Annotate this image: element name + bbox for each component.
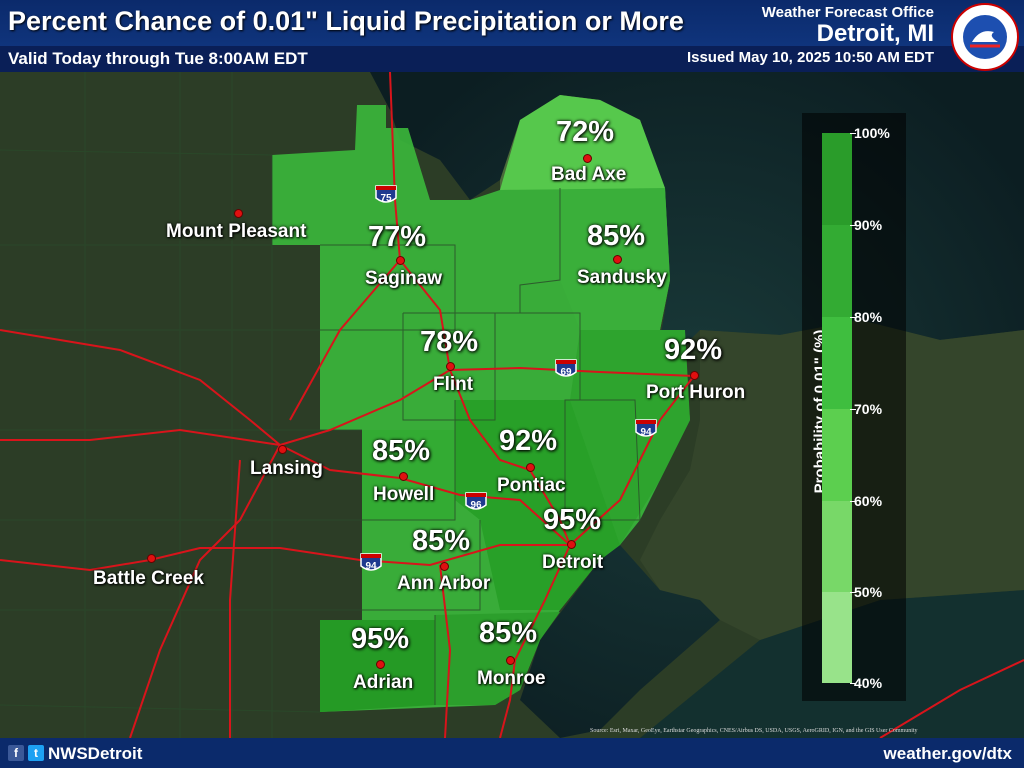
- pct-bad-axe: 72%: [556, 116, 615, 148]
- i96-label: 96: [470, 500, 482, 511]
- pct-flint: 78%: [420, 326, 479, 358]
- legend-tick-label: 70%: [854, 401, 883, 417]
- city-dot: [278, 445, 287, 454]
- city-dot: [506, 656, 515, 665]
- legend-band-50-60: [822, 501, 852, 592]
- legend-tick-mark: [850, 592, 856, 593]
- pct-sandusky: 85%: [587, 220, 646, 252]
- i94-east-label: 94: [640, 427, 652, 438]
- facebook-icon[interactable]: f: [8, 745, 24, 761]
- legend-band-80-90: [822, 225, 852, 317]
- city-ann-arbor: Ann Arbor: [397, 573, 491, 594]
- pct-adrian: 95%: [351, 623, 410, 655]
- twitter-icon[interactable]: t: [28, 745, 44, 761]
- footer-bar: f t NWSDetroit weather.gov/dtx: [0, 738, 1024, 768]
- pct-monroe: 85%: [479, 617, 538, 649]
- city-adrian: Adrian: [353, 672, 414, 693]
- pct-ann-arbor: 85%: [412, 525, 471, 557]
- city-dot: [690, 371, 699, 380]
- city-sandusky: Sandusky: [577, 267, 667, 288]
- legend-tick-mark: [850, 133, 856, 134]
- pct-saginaw: 77%: [368, 221, 427, 253]
- map-title: Percent Chance of 0.01" Liquid Precipita…: [8, 6, 684, 36]
- city-battle-creek: Battle Creek: [93, 568, 204, 589]
- city-dot: [147, 554, 156, 563]
- city-dot: [613, 255, 622, 264]
- subtitle-bar: Valid Today through Tue 8:00AM EDT Issue…: [0, 46, 1024, 72]
- legend-tick-label: 90%: [854, 217, 883, 233]
- city-pontiac: Pontiac: [497, 475, 566, 496]
- city-dot: [399, 472, 408, 481]
- basemap: 75 69 94 96 94: [0, 72, 1024, 738]
- legend-tick-label: 80%: [854, 309, 883, 325]
- city-dot: [234, 209, 243, 218]
- nws-logo-icon[interactable]: [950, 2, 1020, 72]
- pct-port-huron: 92%: [664, 334, 723, 366]
- interstate-shields: [360, 185, 657, 571]
- city-bad-axe: Bad Axe: [551, 164, 627, 185]
- city-dot: [583, 154, 592, 163]
- pct-howell: 85%: [372, 435, 431, 467]
- map-attribution: Source: Esri, Maxar, GeoEye, Earthstar G…: [590, 728, 918, 734]
- city-saginaw: Saginaw: [365, 268, 443, 289]
- legend-tick-mark: [850, 409, 856, 410]
- website-link[interactable]: weather.gov/dtx: [883, 744, 1012, 763]
- city-dot: [376, 660, 385, 669]
- legend-tick-label: 60%: [854, 493, 883, 509]
- city-lansing: Lansing: [250, 458, 323, 479]
- legend-tick-label: 100%: [854, 125, 890, 141]
- legend-band-60-70: [822, 409, 852, 501]
- legend-band-40-50: [822, 592, 852, 683]
- header-bar: Percent Chance of 0.01" Liquid Precipita…: [0, 0, 1024, 72]
- city-howell: Howell: [373, 484, 435, 505]
- legend-colorbar: [822, 133, 852, 683]
- city-dot: [440, 562, 449, 571]
- legend-tick-label: 40%: [854, 675, 883, 691]
- office-city: Detroit, MI: [816, 20, 934, 47]
- social-handle[interactable]: NWSDetroit: [48, 744, 143, 763]
- pct-detroit: 95%: [543, 504, 602, 536]
- city-flint: Flint: [433, 374, 474, 395]
- legend-tick-label: 50%: [854, 584, 883, 600]
- city-mount-pleasant: Mount Pleasant: [166, 221, 307, 242]
- pct-pontiac: 92%: [499, 425, 558, 457]
- valid-period: Valid Today through Tue 8:00AM EDT: [8, 49, 308, 68]
- i69-label: 69: [560, 367, 572, 378]
- i75-label: 75: [380, 193, 392, 204]
- legend-band-70-80: [822, 317, 852, 409]
- office-label: Weather Forecast Office: [761, 4, 934, 21]
- legend-tick-mark: [850, 225, 856, 226]
- city-dot: [446, 362, 455, 371]
- city-dot: [567, 540, 576, 549]
- city-detroit: Detroit: [542, 552, 604, 573]
- legend-tick-mark: [850, 501, 856, 502]
- legend-tick-mark: [850, 683, 856, 684]
- map-area[interactable]: 75 69 94 96 94 72% Bad Axe 77% Saginaw 8…: [0, 72, 1024, 738]
- legend-tick-mark: [850, 317, 856, 318]
- legend-band-90-100: [822, 133, 852, 225]
- city-dot: [526, 463, 535, 472]
- legend: Probability of 0.01" (%) 100% 90% 80% 70…: [802, 113, 906, 701]
- city-dot: [396, 256, 405, 265]
- city-monroe: Monroe: [477, 668, 546, 689]
- issued-time: Issued May 10, 2025 10:50 AM EDT: [686, 49, 934, 66]
- i94-west-label: 94: [365, 561, 377, 572]
- city-port-huron: Port Huron: [646, 382, 746, 403]
